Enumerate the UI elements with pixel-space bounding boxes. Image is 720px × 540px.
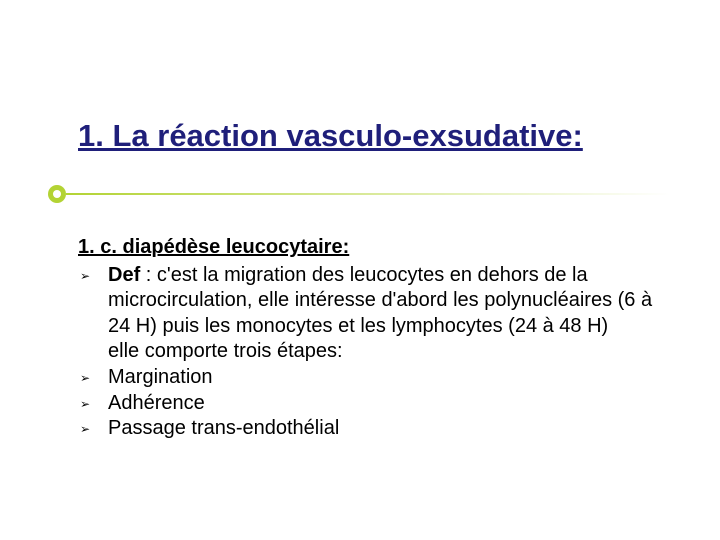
slide-title: 1. La réaction vasculo-exsudative:	[78, 118, 583, 154]
slide: { "title": "1. La réaction vasculo-exsud…	[0, 0, 720, 540]
list-item: ➢ Adhérence	[78, 391, 658, 417]
accent-bullet-icon	[48, 185, 66, 203]
def-text: : c'est la migration des leucocytes en d…	[108, 264, 652, 337]
list-item: ➢ Def : c'est la migration des leucocyte…	[78, 263, 658, 340]
bullet-text: Margination	[108, 365, 658, 391]
chevron-right-icon: ➢	[78, 416, 108, 437]
chevron-right-icon: ➢	[78, 263, 108, 284]
body-text: 1. c. diapédèse leucocytaire: ➢ Def : c'…	[78, 235, 658, 442]
continuation-text: elle comporte trois étapes:	[78, 339, 658, 365]
def-label: Def	[108, 264, 140, 286]
chevron-right-icon: ➢	[78, 391, 108, 412]
list-item: ➢ Passage trans-endothélial	[78, 416, 658, 442]
bullet-text: Adhérence	[108, 391, 658, 417]
chevron-right-icon: ➢	[78, 365, 108, 386]
accent-line	[66, 193, 670, 195]
subheading: 1. c. diapédèse leucocytaire:	[78, 235, 658, 261]
list-item: ➢ Margination	[78, 365, 658, 391]
bullet-text: Passage trans-endothélial	[108, 416, 658, 442]
bullet-text: Def : c'est la migration des leucocytes …	[108, 263, 658, 340]
